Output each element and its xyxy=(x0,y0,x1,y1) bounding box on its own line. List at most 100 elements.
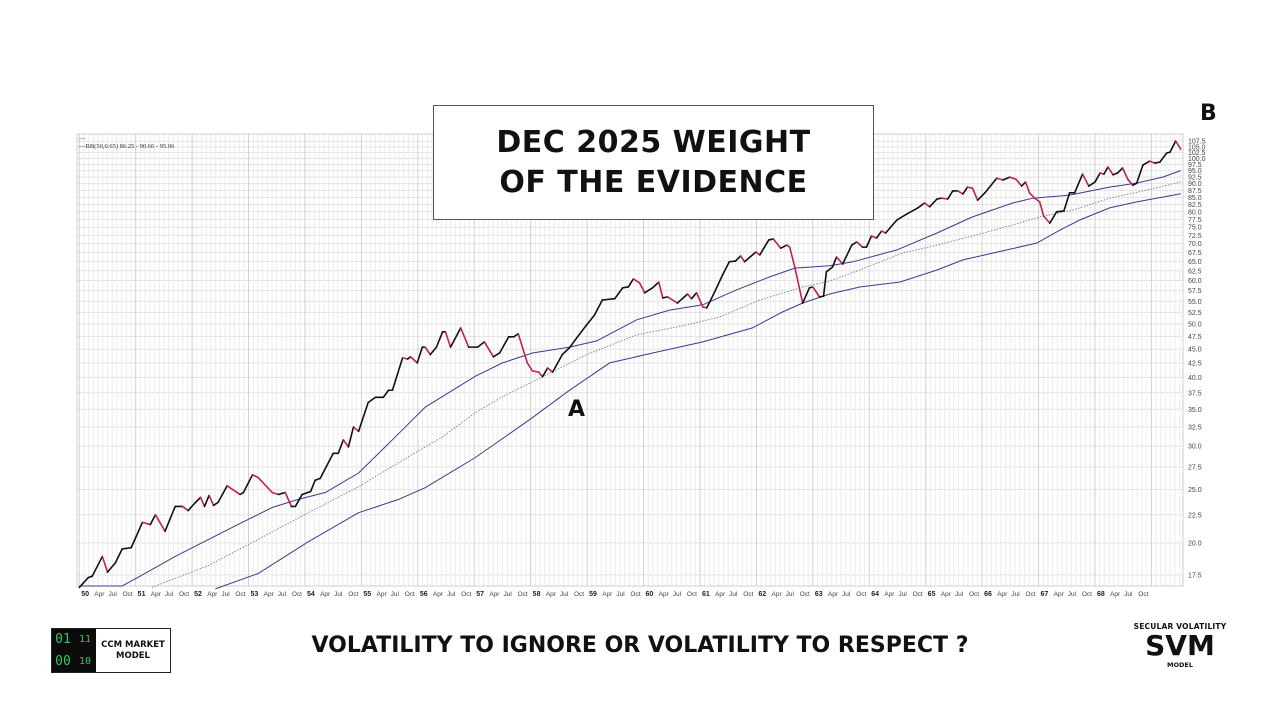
price-segment xyxy=(121,546,132,550)
price-segment xyxy=(971,187,979,201)
price-segment xyxy=(517,333,529,364)
x-tick-month-label: Jul xyxy=(560,591,569,598)
price-segment xyxy=(812,286,821,298)
x-tick-month-label: Apr xyxy=(320,591,331,598)
price-segment xyxy=(101,555,109,573)
price-segment xyxy=(651,281,660,289)
price-segment xyxy=(1024,181,1031,194)
price-series xyxy=(78,140,1182,589)
price-segment xyxy=(1028,192,1036,199)
price-segment xyxy=(342,438,350,448)
binary-digits-icon: 01 11 00 10 xyxy=(52,629,96,672)
y-tick-label: 50.0 xyxy=(1188,322,1202,329)
x-tick-month-label: Oct xyxy=(687,591,697,598)
logo-digit: 11 xyxy=(78,634,92,646)
x-tick-month-label: Jul xyxy=(842,591,851,598)
price-segment xyxy=(841,244,853,265)
x-tick-month-label: Apr xyxy=(94,591,105,598)
price-segment xyxy=(705,291,716,309)
price-segment xyxy=(352,426,360,433)
price-segment xyxy=(212,501,219,507)
x-tick-year-label: 54 xyxy=(307,591,315,598)
price-segment xyxy=(825,266,834,273)
slide-title-line-2: OF THE EVIDENCE xyxy=(499,164,808,200)
x-tick-month-label: Oct xyxy=(123,591,133,598)
price-segment xyxy=(1153,161,1161,164)
y-tick-label: 30.0 xyxy=(1188,444,1202,451)
price-segment xyxy=(601,297,616,301)
x-tick-month-label: Oct xyxy=(856,591,866,598)
x-tick-year-label: 60 xyxy=(646,591,654,598)
price-segment xyxy=(946,190,954,200)
price-segment xyxy=(957,190,964,195)
y-tick-label: 92.5 xyxy=(1188,175,1202,182)
price-segment xyxy=(940,197,949,200)
x-tick-year-label: 55 xyxy=(363,591,371,598)
y-axis: 17.5 20.0 22.5 25.0 27.5 30.0 32.5 35.0 37.5 40.0… xyxy=(1188,139,1206,580)
x-tick-month-label: Jul xyxy=(1011,591,1020,598)
x-tick-month-label: Jul xyxy=(616,591,625,598)
price-segment xyxy=(779,244,788,249)
x-tick-year-label: 67 xyxy=(1041,591,1049,598)
x-tick-month-label: Jul xyxy=(108,591,117,598)
x-tick-year-label: 58 xyxy=(533,591,541,598)
y-tick-label: 60.0 xyxy=(1188,278,1202,285)
price-segment xyxy=(1148,160,1156,164)
y-tick-label: 52.5 xyxy=(1188,310,1202,317)
price-segment xyxy=(449,327,462,348)
y-tick-label: 40.0 xyxy=(1188,375,1202,382)
price-segment xyxy=(976,192,986,201)
price-segment xyxy=(444,331,452,348)
price-segment xyxy=(928,198,938,208)
x-tick-month-label: Apr xyxy=(828,591,839,598)
price-segment xyxy=(1015,178,1023,187)
y-tick-label: 25.0 xyxy=(1188,487,1202,494)
price-segment xyxy=(492,352,501,358)
price-segment xyxy=(788,246,796,268)
x-tick-year-label: 68 xyxy=(1097,591,1105,598)
price-segment xyxy=(114,548,123,564)
price-segment xyxy=(962,186,969,195)
y-tick-label: 77.5 xyxy=(1188,217,1202,224)
x-tick-month-label: Apr xyxy=(489,591,500,598)
logo-text-line-1: CCM MARKET xyxy=(101,639,165,650)
price-segment xyxy=(476,341,486,348)
x-tick-month-label: Apr xyxy=(264,591,275,598)
price-segment xyxy=(1073,173,1084,194)
price-segment xyxy=(347,426,355,448)
x-tick-year-label: 57 xyxy=(476,591,484,598)
price-segment xyxy=(1121,167,1129,180)
price-segment xyxy=(141,521,152,526)
price-segment xyxy=(995,177,1004,181)
price-segment xyxy=(923,202,931,208)
x-tick-month-label: Oct xyxy=(405,591,415,598)
price-segment xyxy=(551,353,564,373)
price-segment xyxy=(793,266,804,304)
price-segment xyxy=(905,207,919,215)
x-tick-year-label: 63 xyxy=(815,591,823,598)
x-tick-year-label: 66 xyxy=(984,591,992,598)
x-tick-month-label: Jul xyxy=(1124,591,1133,598)
x-tick-month-label: Apr xyxy=(941,591,952,598)
x-tick-year-label: 50 xyxy=(81,591,89,598)
y-tick-label: 70.0 xyxy=(1188,241,1202,248)
price-segment xyxy=(1020,181,1027,187)
x-tick-month-label: Apr xyxy=(884,591,895,598)
price-segment xyxy=(661,296,669,299)
y-tick-label: 62.5 xyxy=(1188,268,1202,275)
x-tick-month-label: Apr xyxy=(207,591,218,598)
price-segment xyxy=(1112,172,1119,176)
y-tick-label: 107.5 xyxy=(1188,139,1206,146)
price-segment xyxy=(856,241,864,248)
price-segment xyxy=(1174,140,1182,150)
bb-lower-band xyxy=(215,193,1181,590)
price-segment xyxy=(593,299,604,316)
y-tick-label: 90.0 xyxy=(1188,181,1202,188)
slide-title-line-1: DEC 2025 WEIGHT xyxy=(496,124,811,160)
price-segment xyxy=(91,555,104,577)
x-tick-month-label: Apr xyxy=(772,591,783,598)
x-tick-month-label: Oct xyxy=(461,591,471,598)
y-tick-label: 80.0 xyxy=(1188,209,1202,216)
svm-logo: SECULAR VOLATILITY SVM MODEL xyxy=(1130,622,1230,669)
price-segment xyxy=(1103,166,1109,175)
